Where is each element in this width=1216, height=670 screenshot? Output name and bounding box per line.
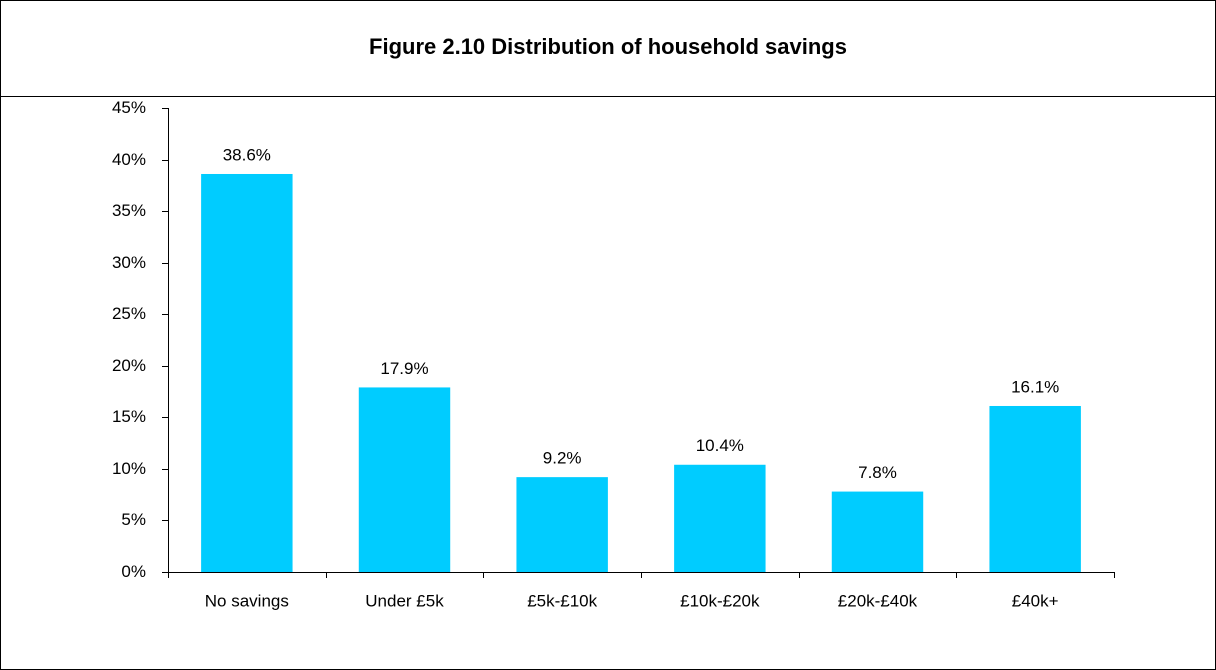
value-label: 10.4% (696, 436, 744, 455)
y-tick-label: 10% (112, 459, 146, 478)
y-tick-label: 45% (112, 98, 146, 117)
y-tick-label: 5% (121, 510, 146, 529)
bar (674, 464, 766, 572)
x-tick-label: £20k-£40k (838, 591, 918, 610)
y-tick-label: 35% (112, 201, 146, 220)
value-label: 9.2% (543, 449, 582, 468)
y-tick-label: 40% (112, 150, 146, 169)
x-tick-label: £5k-£10k (527, 591, 597, 610)
bar (989, 405, 1081, 572)
value-label: 38.6% (223, 145, 271, 164)
bar (831, 491, 924, 572)
bar (201, 173, 293, 573)
y-tick-label: 15% (112, 407, 146, 426)
x-tick-label: £10k-£20k (680, 591, 760, 610)
x-tick-label: No savings (205, 591, 289, 610)
value-label: 17.9% (380, 359, 428, 378)
value-label: 16.1% (1011, 377, 1059, 396)
y-tick-label: 30% (112, 253, 146, 272)
chart-title: Figure 2.10 Distribution of household sa… (369, 34, 847, 59)
bar (516, 477, 608, 572)
y-tick-label: 20% (112, 356, 146, 375)
value-label: 7.8% (858, 463, 897, 482)
y-tick-label: 0% (121, 562, 146, 581)
x-tick-label: Under £5k (365, 591, 444, 610)
x-tick-label: £40k+ (1012, 591, 1059, 610)
y-tick-label: 25% (112, 304, 146, 323)
bar (358, 387, 451, 572)
